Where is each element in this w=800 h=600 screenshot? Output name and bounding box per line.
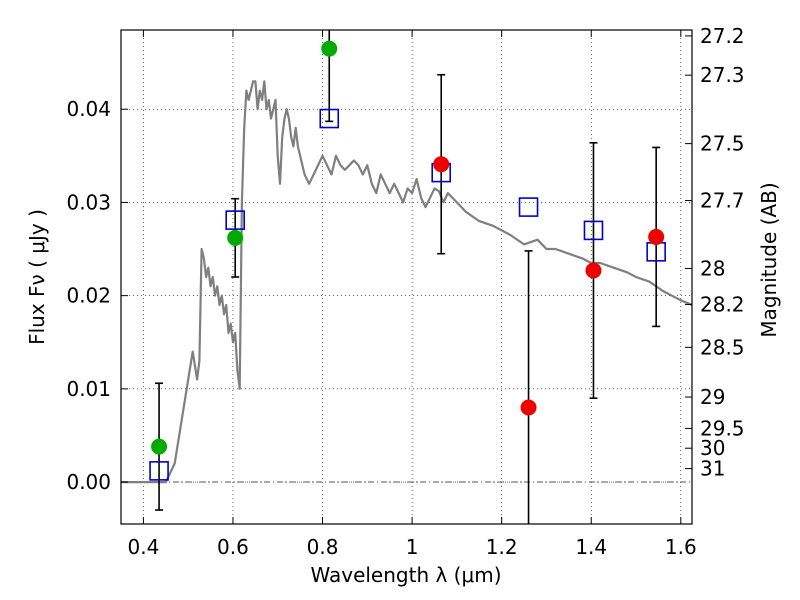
x-tick-label: 0.6 [217, 535, 249, 559]
y-axis-right-label: Magnitude (AB) [757, 182, 781, 337]
x-tick-label: 0.4 [127, 535, 159, 559]
mag-tick-label: 27.3 [700, 63, 745, 87]
error-bars [155, 30, 661, 524]
mag-tick-label: 28 [700, 257, 725, 281]
x-tick-label: 1.2 [486, 535, 518, 559]
mag-tick-label: 27.5 [700, 132, 745, 156]
model-photometry-square [319, 108, 340, 129]
observed-point [321, 40, 338, 57]
observed-point [227, 229, 244, 246]
mag-tick-label: 27.2 [700, 24, 745, 48]
x-tick-label: 1.4 [575, 535, 607, 559]
observed-point [585, 262, 602, 279]
observed-point [648, 228, 665, 245]
model-photometry-square [518, 197, 539, 217]
model-photometry-square [149, 461, 169, 481]
observed-point [520, 399, 537, 416]
plot-area [121, 80, 692, 484]
x-tick-label: 0.8 [307, 535, 339, 559]
mag-tick-label: 28.2 [700, 292, 745, 316]
y-axis-label: Flux Fν ( μJy ) [25, 209, 49, 345]
y-tick-label: 0.04 [66, 97, 111, 121]
mag-tick-label: 29.5 [700, 416, 745, 440]
markers [149, 40, 666, 481]
mag-tick-label: 28.5 [700, 335, 745, 359]
mag-tick-label: 27.7 [700, 189, 745, 213]
mag-tick-label: 31 [700, 457, 725, 481]
y-tick-label: 0.02 [66, 284, 111, 308]
mag-tick-label: 30 [700, 436, 725, 460]
observed-point [433, 156, 450, 173]
plot-frame [120, 29, 693, 525]
model-photometry-square [583, 220, 604, 241]
mag-tick-label: 29 [700, 385, 725, 409]
x-axis-label: Wavelength λ (μm) [310, 563, 501, 587]
model-photometry-square [225, 210, 245, 230]
y-tick-label: 0.01 [66, 377, 111, 401]
sed-model-line [121, 80, 692, 484]
x-tick-label: 1.6 [665, 535, 697, 559]
y-tick-label: 0.03 [66, 190, 111, 214]
observed-point [151, 438, 168, 455]
y-tick-label: 0.00 [66, 470, 111, 494]
axes: 0.4 0.6 0.8 1 1.2 1.4 1.6 0.00 0.01 0.02 0.03 0.04 2… [66, 24, 744, 559]
x-tick-label: 1 [406, 535, 419, 559]
